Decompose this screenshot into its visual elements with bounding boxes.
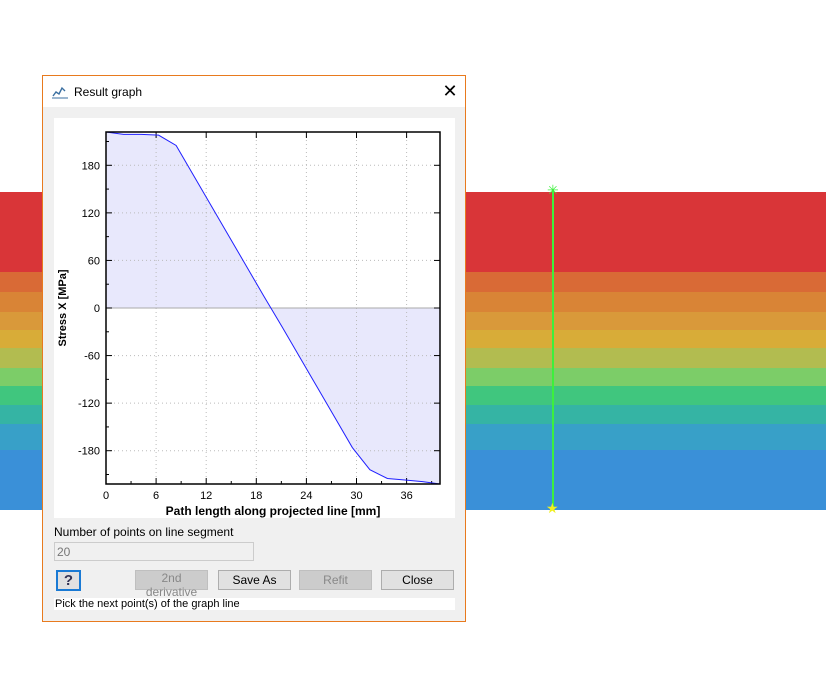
graph-icon bbox=[52, 86, 68, 98]
save-as-button[interactable]: Save As bbox=[218, 570, 291, 590]
stress-line bbox=[105, 131, 441, 485]
y-tick-label: -120 bbox=[78, 398, 100, 410]
y-tick-label: 60 bbox=[88, 255, 100, 267]
chart-svg: 0 6 12 18 24 30 36 180 120 60 0 -60 -120 -180 Path len… bbox=[57, 131, 441, 518]
y-tick-label: 0 bbox=[94, 303, 100, 315]
help-button[interactable]: ? bbox=[56, 570, 81, 591]
x-tick-label: 24 bbox=[300, 490, 312, 502]
x-tick-label: 18 bbox=[250, 490, 262, 502]
path-end-marker-icon[interactable]: ★ bbox=[546, 500, 559, 516]
result-chart: 0 6 12 18 24 30 36 180 120 60 0 -60 -120 -180 Path len… bbox=[54, 118, 455, 518]
y-tick-label: 120 bbox=[82, 208, 100, 220]
x-tick-label: 12 bbox=[200, 490, 212, 502]
y-tick-label: -60 bbox=[84, 351, 100, 363]
dialog-title: Result graph bbox=[74, 84, 143, 99]
result-graph-dialog: Result graph ✕ 0 6 12 18 24 30 36 180 120 60 0 -60 -… bbox=[42, 75, 466, 622]
close-icon[interactable]: ✕ bbox=[442, 81, 458, 101]
x-tick-label: 6 bbox=[153, 490, 159, 502]
refit-button[interactable]: Refit bbox=[299, 570, 372, 590]
x-tick-label: 36 bbox=[400, 490, 412, 502]
x-tick-label: 30 bbox=[350, 490, 362, 502]
plot-frame bbox=[105, 131, 441, 485]
status-bar: Pick the next point(s) of the graph line bbox=[54, 598, 455, 610]
y-tick-label: -180 bbox=[78, 446, 100, 458]
y-axis-label: Stress X [MPa] bbox=[57, 269, 69, 346]
points-label: Number of points on line segment bbox=[54, 525, 234, 539]
y-tick-label: 180 bbox=[82, 160, 100, 172]
2nd-derivative-button[interactable]: 2nd derivative bbox=[135, 570, 208, 599]
path-start-marker-icon[interactable]: ✳ bbox=[547, 182, 559, 198]
x-axis-label: Path length along projected line [mm] bbox=[166, 504, 381, 518]
projected-path-line[interactable] bbox=[552, 190, 554, 508]
title-bar: Result graph ✕ bbox=[43, 76, 465, 107]
x-tick-label: 0 bbox=[103, 490, 109, 502]
close-button[interactable]: Close bbox=[381, 570, 454, 590]
points-input[interactable] bbox=[54, 542, 254, 561]
